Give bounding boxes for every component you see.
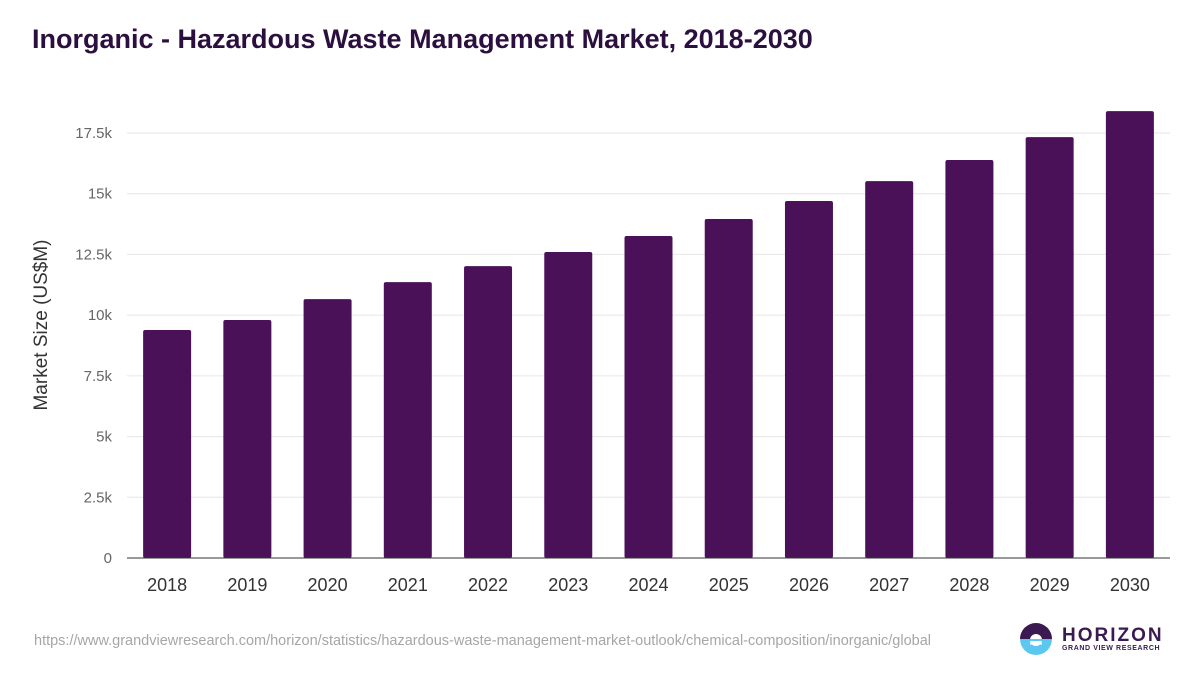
horizon-logo-icon: [1020, 623, 1052, 655]
y-tick-label: 2.5k: [84, 489, 113, 506]
x-tick-label: 2026: [789, 575, 829, 595]
chart-title: Inorganic - Hazardous Waste Management M…: [32, 24, 813, 54]
x-tick-label: 2030: [1110, 575, 1150, 595]
y-tick-label: 10k: [88, 307, 113, 324]
y-tick-label: 5k: [96, 429, 112, 446]
y-tick-label: 12.5k: [75, 246, 112, 263]
y-tick-label: 7.5k: [84, 368, 113, 385]
x-tick-label: 2027: [869, 575, 909, 595]
bar-2030: [1105, 111, 1154, 559]
logo-main-text: HORIZON: [1062, 625, 1164, 646]
bar-2020: [303, 299, 352, 558]
bar-2027: [865, 181, 914, 559]
x-tick-label: 2029: [1030, 575, 1070, 595]
x-tick-label: 2023: [548, 575, 588, 595]
y-axis-label: Market Size (US$M): [31, 239, 52, 410]
logo-sub-text: GRAND VIEW RESEARCH: [1062, 645, 1161, 652]
y-tick-label: 15k: [88, 186, 113, 203]
horizon-logo: HORIZON GRAND VIEW RESEARCH: [1020, 623, 1164, 655]
x-tick-label: 2022: [468, 575, 508, 595]
x-tick-label: 2021: [388, 575, 428, 595]
bar-2021: [383, 282, 432, 558]
x-tick-label: 2025: [709, 575, 749, 595]
y-tick-label: 0: [104, 550, 112, 567]
bar-2028: [945, 159, 994, 558]
bar-2025: [704, 218, 753, 558]
x-tick-label: 2019: [227, 575, 267, 595]
bar-2019: [223, 320, 272, 558]
bar-2018: [143, 329, 192, 558]
x-tick-label: 2028: [949, 575, 989, 595]
x-tick-label: 2020: [308, 575, 348, 595]
x-tick-label: 2018: [147, 575, 187, 595]
bar-2029: [1025, 137, 1074, 558]
bar-2023: [544, 252, 593, 558]
bar-2026: [784, 201, 833, 558]
bar-2024: [624, 235, 673, 558]
source-url[interactable]: https://www.grandviewresearch.com/horizo…: [34, 633, 931, 649]
bar-2022: [464, 266, 513, 558]
x-tick-label: 2024: [628, 575, 668, 595]
y-tick-label: 17.5k: [75, 125, 112, 142]
